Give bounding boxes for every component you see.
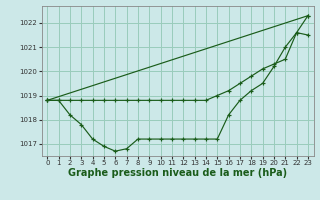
X-axis label: Graphe pression niveau de la mer (hPa): Graphe pression niveau de la mer (hPa) <box>68 168 287 178</box>
